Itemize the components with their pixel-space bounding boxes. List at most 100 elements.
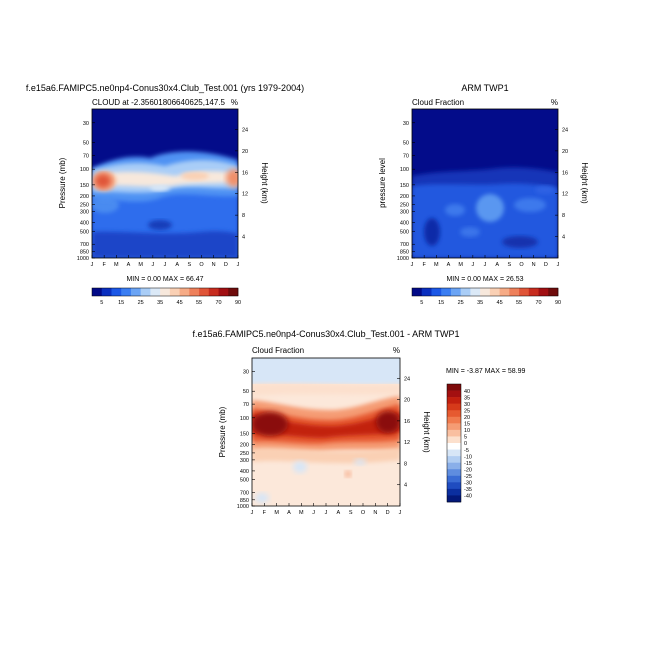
x-tick-label: J [471,262,474,268]
panel-model-title: f.e15a6.FAMIPC5.ne0np4-Conus30x4.Club_Te… [26,83,304,93]
colorbar-swatch [179,288,190,296]
y2-tick-label: 24 [242,127,248,133]
y-tick-label: 850 [400,250,409,256]
y-tick-label: 700 [400,242,409,248]
x-tick-label: A [127,262,131,268]
x-tick-label: A [175,262,179,268]
colorbar-swatch [480,288,491,296]
x-tick-label: N [212,262,216,268]
colorbar-label: 5 [464,435,467,441]
colorbar-swatch [519,288,530,296]
panel-obs-ylabel: pressure level [378,158,387,208]
panel-diff-title: f.e15a6.FAMIPC5.ne0np4-Conus30x4.Club_Te… [193,329,460,339]
colorbar-swatch [528,288,539,296]
y-tick-label: 1000 [397,256,409,262]
colorbar-swatch [447,423,461,431]
colorbar-swatch [489,288,500,296]
colorbar-swatch [447,495,461,503]
colorbar-swatch [92,288,103,296]
panel-diff-minmax: MIN = -3.87 MAX = 58.99 [446,368,525,375]
x-tick-label: F [102,262,106,268]
x-tick-label: O [519,262,524,268]
x-tick-label: F [422,262,426,268]
colorbar-label: -40 [464,494,472,500]
y2-tick-label: 12 [404,440,410,446]
colorbar-label: 15 [438,300,444,306]
y2-tick-label: 4 [562,235,565,241]
colorbar-label: 35 [464,395,470,401]
colorbar-label: 90 [235,300,241,306]
panel-obs-y2label: Height (km) [580,162,589,204]
x-tick-label: J [557,262,560,268]
colorbar-swatch [412,288,423,296]
colorbar-label: 90 [555,300,561,306]
y2-tick-label: 4 [242,235,245,241]
x-tick-label: N [532,262,536,268]
y-tick-label: 100 [400,167,409,173]
colorbar-swatch [121,288,132,296]
panel-diff-y2label: Height (km) [422,411,431,453]
colorbar-label: -25 [464,474,472,480]
colorbar-swatch [441,288,452,296]
x-tick-label: M [114,262,119,268]
y-tick-label: 30 [403,121,409,127]
colorbar-swatch [447,482,461,490]
x-tick-label: S [349,510,353,516]
colorbar-swatch [447,384,461,391]
y-tick-label: 500 [80,229,89,235]
y2-tick-label: 24 [562,127,568,133]
colorbar-label: 45 [497,300,503,306]
colorbar-swatch [447,475,461,483]
y-tick-label: 150 [240,431,249,437]
y2-tick-label: 20 [242,149,248,155]
y-tick-label: 100 [240,416,249,422]
colorbar-swatch [447,469,461,477]
colorbar-label: -5 [464,448,469,454]
x-tick-label: M [299,510,304,516]
panel-model-subtitle-left: CLOUD at -2.35601806640625,147.5 [92,98,226,107]
colorbar-swatch [431,288,442,296]
x-tick-label: J [91,262,94,268]
colorbar-label: -10 [464,454,472,460]
colorbar-label: 0 [464,441,467,447]
colorbar-label: -35 [464,487,472,493]
colorbar-swatch [450,288,461,296]
colorbar-frame [91,287,239,297]
panel-obs-subtitle-left: Cloud Fraction [412,98,464,107]
colorbar-swatch [548,288,559,296]
y-tick-label: 200 [80,194,89,200]
y-tick-label: 150 [400,183,409,189]
panel-obs-colorbar: 5 15 25 35 45 55 70 90 [411,287,561,306]
y-tick-label: 50 [243,389,249,395]
y-tick-label: 150 [80,183,89,189]
y-tick-label: 50 [83,140,89,146]
panel-model: f.e15a6.FAMIPC5.ne0np4-Conus30x4.Club_Te… [26,83,304,306]
y2-tick-label: 8 [404,461,407,467]
colorbar-label: 25 [138,300,144,306]
colorbar-swatch [208,288,219,296]
y2-tick-label: 20 [562,149,568,155]
colorbar-frame [446,383,462,503]
panel-obs: ARM TWP1 Cloud Fraction % pressure level… [378,83,589,306]
y-tick-label: 70 [83,153,89,159]
x-tick-label: N [373,510,377,516]
x-tick-label: S [507,262,511,268]
colorbar-swatch [538,288,549,296]
panel-model-ylabel: Pressure (mb) [58,157,67,208]
colorbar-label: 25 [464,408,470,414]
colorbar-label: 55 [516,300,522,306]
panel-diff-heatmap [252,358,400,506]
y-tick-label: 400 [240,469,249,475]
y-tick-label: 50 [403,140,409,146]
colorbar-swatch [447,462,461,470]
colorbar-swatch [111,288,122,296]
y-tick-label: 500 [400,229,409,235]
colorbar-swatch [447,436,461,444]
colorbar-swatch [130,288,141,296]
colorbar-label: 20 [464,415,470,421]
y-tick-label: 250 [240,451,249,457]
colorbar-label: 40 [464,389,470,395]
colorbar-label: 5 [420,300,423,306]
y-tick-label: 30 [243,370,249,376]
